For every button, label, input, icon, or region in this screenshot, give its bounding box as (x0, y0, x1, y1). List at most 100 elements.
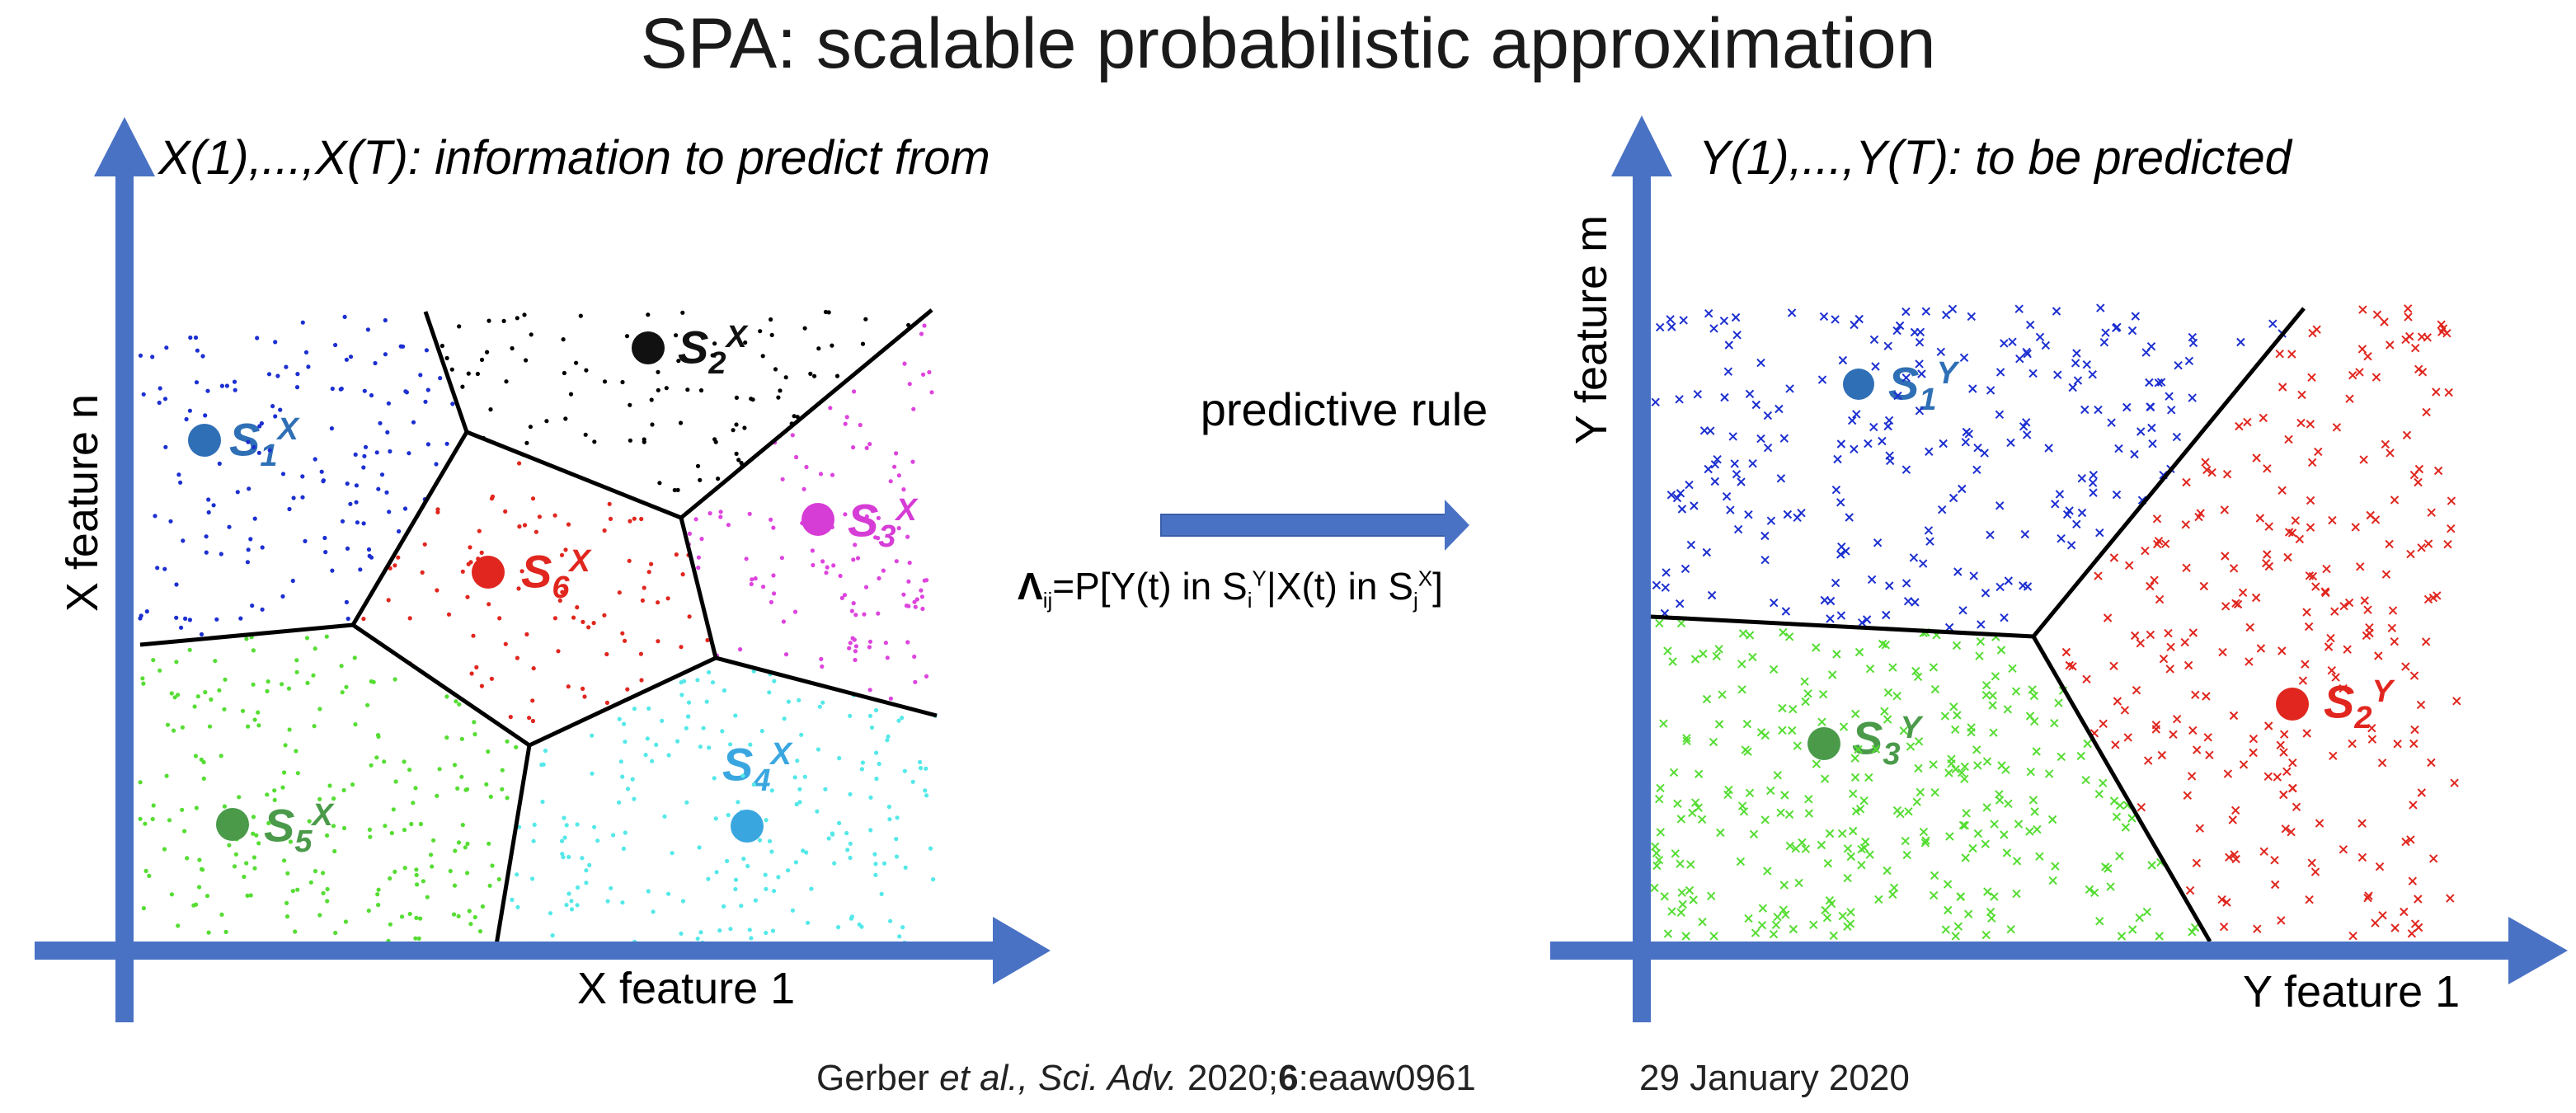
scatter-dot (313, 457, 317, 462)
scatter-cross (1930, 871, 1939, 881)
scatter-dot (590, 733, 595, 738)
scatter-cross (1901, 579, 1911, 588)
scatter-cross (1675, 599, 1685, 608)
scatter-dot (855, 556, 861, 561)
scatter-dot (913, 679, 918, 684)
scatter-cross (1776, 808, 1785, 818)
scatter-cross (1763, 866, 1772, 876)
scatter-cross (1676, 908, 1685, 918)
scatter-dot (617, 590, 622, 595)
scatter-cross (2172, 714, 2182, 724)
scatter-dot (853, 542, 858, 547)
scatter-cross (2339, 601, 2348, 611)
scatter-cross (1952, 641, 1962, 650)
scatter-dot (250, 603, 255, 608)
scatter-dot (839, 595, 844, 601)
scatter-cross (2121, 823, 2131, 832)
scatter-dot (864, 514, 869, 519)
scatter-cross (1676, 815, 1686, 824)
scatter-dot (393, 677, 397, 682)
boundary-line (494, 744, 532, 946)
scatter-cross (1904, 807, 1913, 816)
scatter-dot (656, 600, 660, 605)
scatter-cross (1881, 641, 1891, 650)
scatter-dot (308, 880, 313, 885)
left-x-axis (35, 942, 999, 960)
scatter-dot (165, 722, 171, 727)
scatter-dot (621, 846, 627, 851)
scatter-dot (620, 631, 625, 636)
scatter-cross (2107, 418, 2116, 427)
scatter-cross (2409, 801, 2418, 810)
scatter-dot (485, 350, 490, 355)
scatter-dot (284, 364, 289, 369)
scatter-cross (2295, 534, 2305, 544)
scatter-dot (388, 448, 393, 454)
scatter-dot (793, 860, 799, 865)
scatter-cross (2264, 522, 2273, 531)
scatter-dot (842, 593, 848, 598)
scatter-dot (424, 348, 430, 353)
scatter-dot (679, 645, 684, 650)
scatter-dot (676, 359, 681, 364)
scatter-cross (1924, 526, 1934, 535)
scatter-dot (303, 538, 308, 544)
scatter-dot (586, 625, 591, 630)
scatter-dot (769, 788, 774, 793)
scatter-dot (260, 607, 265, 612)
scatter-dot (280, 472, 286, 477)
scatter-cross (2279, 730, 2289, 739)
scatter-dot (252, 866, 257, 871)
scatter-dot (628, 519, 632, 524)
scatter-cross (1745, 631, 1755, 640)
scatter-dot (905, 640, 910, 645)
scatter-cross (1823, 858, 1833, 868)
scatter-dot (707, 745, 712, 750)
scatter-cross (1883, 715, 1892, 724)
scatter-cross (1748, 458, 1757, 468)
scatter-cross (1901, 307, 1911, 317)
scatter-dot (204, 894, 210, 899)
scatter-cross (1686, 860, 1695, 869)
scatter-dot (584, 368, 589, 373)
scatter-dot (194, 805, 199, 810)
scatter-cross (1817, 717, 1826, 726)
scatter-cross (1848, 789, 1858, 799)
scatter-dot (851, 445, 856, 450)
scatter-cross (1843, 873, 1852, 883)
scatter-dot (783, 652, 789, 657)
scatter-cross (2374, 651, 2383, 660)
scatter-cross (1930, 787, 1939, 797)
left-panel-subtitle: X(1),...,X(T): information to predict fr… (158, 131, 990, 185)
scatter-dot (344, 684, 349, 689)
scatter-cross (2402, 430, 2412, 440)
scatter-dot (786, 699, 792, 704)
scatter-cross (2414, 364, 2423, 374)
scatter-dot (823, 787, 828, 791)
scatter-cross (2101, 328, 2110, 337)
scatter-cross (1650, 842, 1660, 852)
scatter-dot (848, 916, 853, 921)
scatter-dot (895, 815, 900, 820)
scatter-dot (914, 597, 919, 602)
scatter-cross (1730, 459, 1739, 468)
scatter-cross (2120, 706, 2130, 715)
scatter-dot (251, 444, 256, 450)
scatter-cross (2160, 539, 2170, 548)
scatter-dot (607, 501, 612, 506)
scatter-cross (1694, 769, 1704, 779)
scatter-cross (1836, 550, 1845, 559)
scatter-cross (1744, 913, 1753, 923)
scatter-cross (2236, 337, 2245, 347)
scatter-cross (2146, 402, 2155, 411)
scatter-cross (1976, 636, 1986, 646)
scatter-dot (698, 477, 703, 482)
scatter-dot (488, 407, 493, 412)
scatter-dot (265, 688, 270, 694)
scatter-dot (628, 402, 632, 407)
scatter-cross (2363, 605, 2372, 614)
scatter-dot (771, 573, 776, 578)
scatter-cross (2291, 516, 2301, 525)
scatter-cross (1723, 367, 1733, 376)
formula-sub-j: j (1413, 588, 1418, 613)
